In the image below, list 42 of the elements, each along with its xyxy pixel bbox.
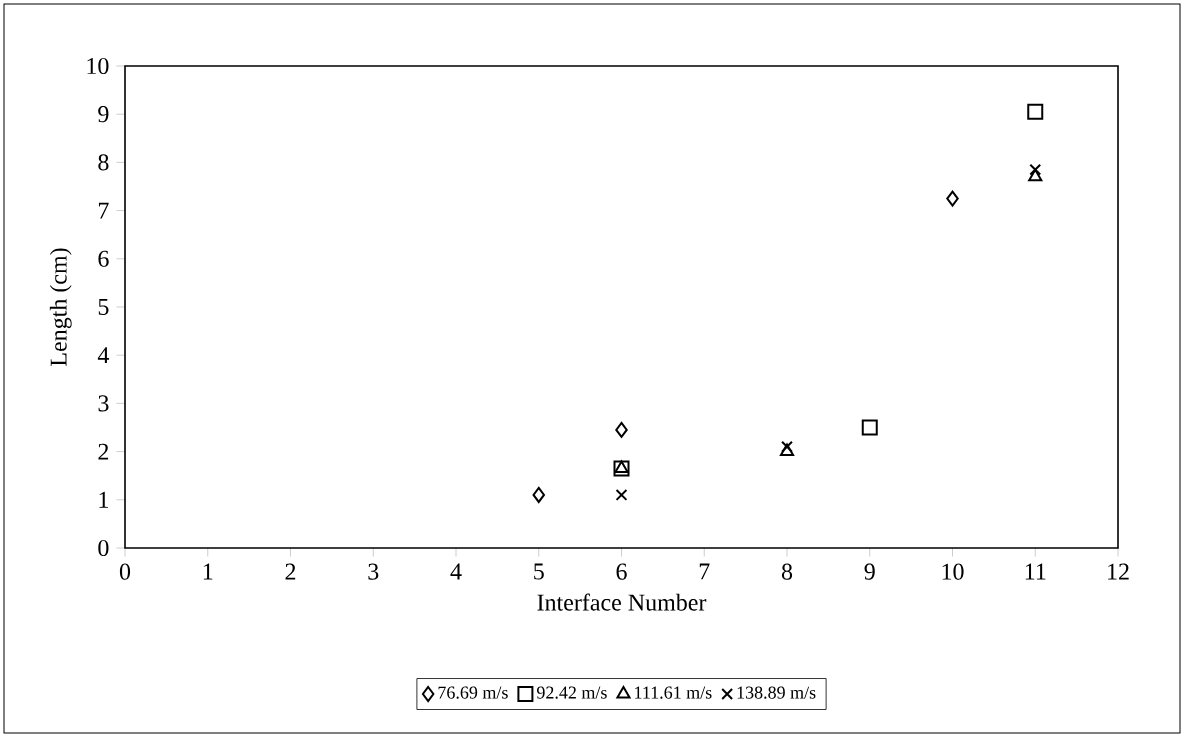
- x-tick-label: 4: [450, 563, 462, 580]
- point: [614, 460, 629, 473]
- x-tick-label: 2: [285, 563, 296, 580]
- x-tick-label: 5: [534, 563, 544, 580]
- point: [781, 440, 793, 453]
- legend-label: 111.61 m/s: [635, 686, 712, 699]
- legend-label: 92.42 m/s: [536, 686, 607, 699]
- y-tick-label: 5: [98, 299, 109, 315]
- x-tick-label: 0: [119, 563, 131, 580]
- x-tick-label: 7: [699, 563, 710, 580]
- point: [1027, 103, 1044, 120]
- y-tick-label: 4: [97, 347, 110, 364]
- legend-label: 76.69 m/s: [438, 686, 508, 699]
- x-tick-label: 11: [1025, 563, 1046, 580]
- x-tick-label: 6: [616, 563, 627, 580]
- point: [532, 486, 546, 503]
- point: [615, 421, 628, 438]
- y-axis-title: Length (cm): [49, 248, 72, 366]
- point: [779, 443, 795, 457]
- y-tick-label: 1: [99, 491, 108, 508]
- x-axis-title: Interface Number: [537, 593, 707, 611]
- point: [946, 190, 959, 207]
- y-tick-label: 0: [98, 539, 109, 557]
- x-tick-label: 10: [942, 563, 964, 580]
- y-tick-label: 8: [98, 154, 109, 171]
- x-tick-label: 9: [864, 563, 875, 580]
- y-tick-label: 9: [98, 106, 109, 123]
- y-tick-label: 2: [98, 443, 109, 460]
- x-tick-label: 12: [1108, 563, 1129, 580]
- y-tick-label: 3: [98, 395, 109, 412]
- y-tick-label: 6: [98, 250, 109, 267]
- legend-label: 138.89 m/s: [737, 686, 816, 699]
- point: [615, 489, 628, 501]
- x-tick-label: 3: [368, 563, 379, 580]
- point: [861, 419, 878, 436]
- x-tick-label: 8: [781, 563, 793, 580]
- x-tick-label: 1: [203, 563, 213, 580]
- y-tick-label: 7: [98, 202, 109, 219]
- point: [1029, 163, 1042, 176]
- point: [613, 460, 630, 477]
- point: [1028, 168, 1043, 182]
- y-tick-label: 10: [87, 57, 109, 75]
